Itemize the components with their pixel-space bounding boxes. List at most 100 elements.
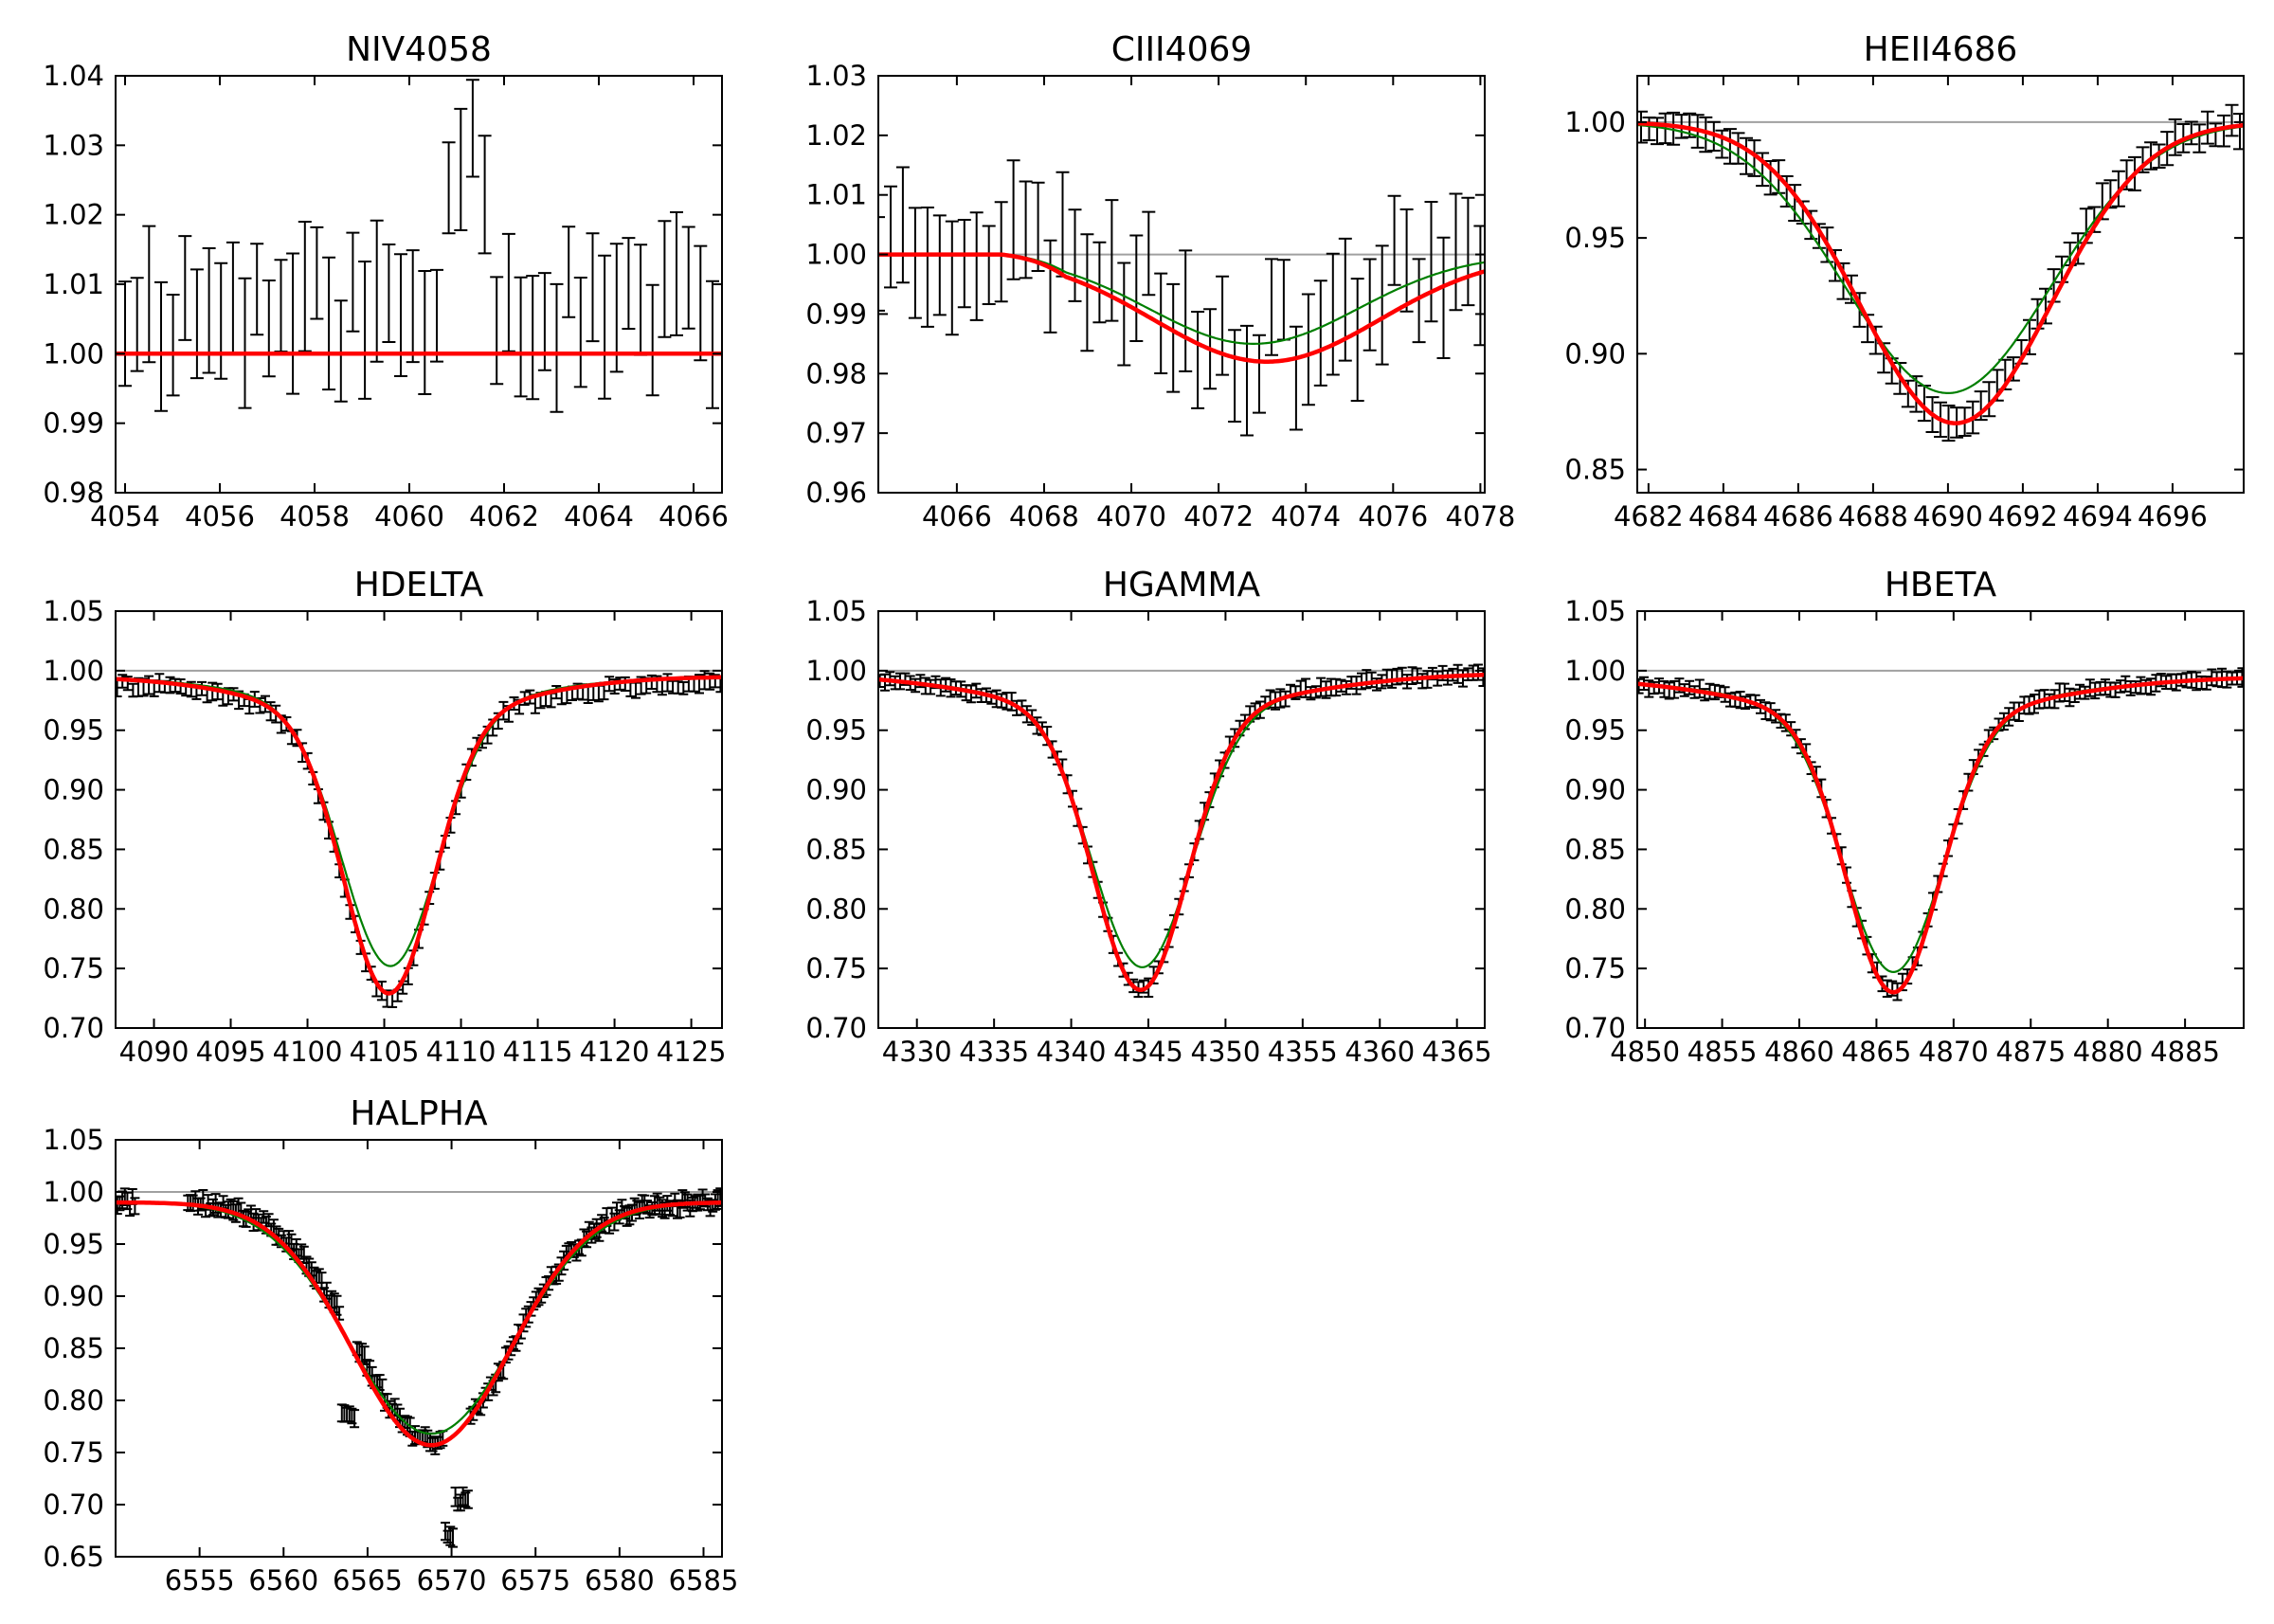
- data-point: [298, 221, 312, 352]
- x-tick-label: 4076: [1358, 500, 1428, 532]
- x-tick-label: 6585: [669, 1564, 739, 1597]
- data-point: [908, 207, 922, 319]
- data-point: [1080, 233, 1094, 352]
- data-point: [142, 225, 156, 364]
- axes-frame: [1636, 610, 2245, 1029]
- y-tick-label: 0.90: [43, 1280, 104, 1312]
- x-tick-label: 4880: [2073, 1036, 2143, 1068]
- y-tick-label: 1.00: [805, 655, 867, 687]
- data-point: [1265, 258, 1278, 356]
- data-point: [1363, 258, 1377, 352]
- x-tick-label: 4335: [959, 1036, 1029, 1068]
- x-tick-label: 4072: [1183, 500, 1254, 532]
- y-tick-label: 0.70: [43, 1012, 104, 1044]
- y-tick-label: 0.97: [805, 417, 867, 449]
- y-tick-label: 0.95: [1564, 222, 1626, 254]
- plot-content: [878, 663, 1485, 999]
- data-point: [1461, 196, 1475, 307]
- data-point: [1449, 192, 1463, 312]
- y-tick-label: 1.02: [43, 199, 104, 231]
- fit-line-model: [116, 675, 722, 996]
- chart-title: HBETA: [1885, 566, 1997, 604]
- data-point: [214, 262, 228, 380]
- data-point: [1326, 252, 1340, 376]
- x-tick-label: 4692: [1988, 500, 2058, 532]
- plot-area: [878, 611, 1485, 1028]
- data-point: [1399, 208, 1414, 313]
- data-point: [1407, 666, 1417, 685]
- data-point: [178, 235, 192, 341]
- data-point: [969, 211, 984, 321]
- data-point: [1637, 677, 1644, 695]
- chart-panel-halpha: HALPHA 6555 6560 6565 6570 6575 6580 6585 0.65 0.…: [43, 1094, 738, 1597]
- x-tick-label: 4074: [1271, 500, 1341, 532]
- data-point: [2233, 113, 2244, 151]
- data-point: [1412, 667, 1422, 684]
- data-point: [448, 1527, 458, 1548]
- x-tick-label: 4875: [1995, 1036, 2066, 1068]
- data-point: [166, 294, 180, 397]
- data-point: [2184, 120, 2198, 146]
- data-point: [2144, 141, 2158, 171]
- chart-title: NIV4058: [346, 30, 492, 69]
- y-tick-label: 0.98: [805, 357, 867, 389]
- data-point: [442, 141, 456, 235]
- y-tick-label: 1.00: [805, 239, 867, 271]
- data-point: [884, 185, 897, 289]
- data-point: [895, 166, 910, 284]
- plot-content: [116, 669, 722, 1008]
- data-point: [1699, 116, 1713, 153]
- chart-title: HALPHA: [350, 1094, 488, 1133]
- x-tick-label: 4054: [90, 500, 160, 532]
- data-point: [406, 249, 420, 364]
- data-point: [1694, 678, 1705, 699]
- y-tick-label: 0.99: [43, 407, 104, 440]
- y-tick-label: 0.96: [805, 477, 867, 509]
- data-point: [1387, 194, 1401, 286]
- data-point: [1667, 111, 1681, 146]
- chart-panel-niv4058: NIV4058 4054 4056 4058 4060 4062 4064 4066 0.98 0…: [43, 30, 728, 532]
- x-tick-label: 4696: [2138, 500, 2208, 532]
- y-tick-label: 1.03: [43, 129, 104, 161]
- data-point: [1375, 244, 1389, 366]
- data-point: [1142, 210, 1156, 297]
- data-point: [994, 201, 1008, 303]
- data-point: [609, 243, 623, 373]
- data-point: [1043, 239, 1057, 334]
- x-tick-label: 4105: [350, 1036, 420, 1068]
- x-tick-label: 4100: [273, 1036, 343, 1068]
- x-tick-label: 4060: [374, 500, 444, 532]
- chart-title: HGAMMA: [1103, 566, 1261, 604]
- data-point: [1473, 225, 1485, 347]
- data-point: [920, 207, 934, 328]
- data-point: [208, 681, 218, 702]
- y-tick-label: 0.85: [1564, 833, 1626, 865]
- data-point: [265, 701, 276, 722]
- y-tick-label: 0.90: [805, 774, 867, 806]
- axes-frame: [877, 75, 1486, 494]
- y-tick-label: 0.95: [805, 714, 867, 747]
- data-point: [1166, 282, 1181, 393]
- data-point: [1068, 208, 1082, 302]
- y-tick-label: 1.05: [805, 595, 867, 627]
- y-tick-label: 0.98: [43, 477, 104, 509]
- y-tick-label: 0.65: [43, 1541, 104, 1573]
- x-tick-label: 4070: [1096, 500, 1166, 532]
- x-tick-label: 4694: [2063, 500, 2133, 532]
- data-point: [1129, 234, 1144, 342]
- x-tick-label: 4360: [1345, 1036, 1415, 1068]
- x-tick-label: 4058: [280, 500, 350, 532]
- x-tick-label: 4860: [1764, 1036, 1834, 1068]
- data-point: [1788, 184, 1802, 222]
- data-point: [346, 231, 360, 333]
- data-point: [2084, 678, 2095, 697]
- plot-area: [116, 611, 722, 1028]
- data-point: [586, 232, 600, 343]
- y-tick-label: 1.00: [1564, 655, 1626, 687]
- data-point: [1731, 132, 1745, 165]
- data-point: [658, 220, 672, 338]
- data-point: [1316, 677, 1326, 697]
- y-tick-label: 1.04: [43, 60, 104, 92]
- y-tick-label: 1.00: [1564, 106, 1626, 138]
